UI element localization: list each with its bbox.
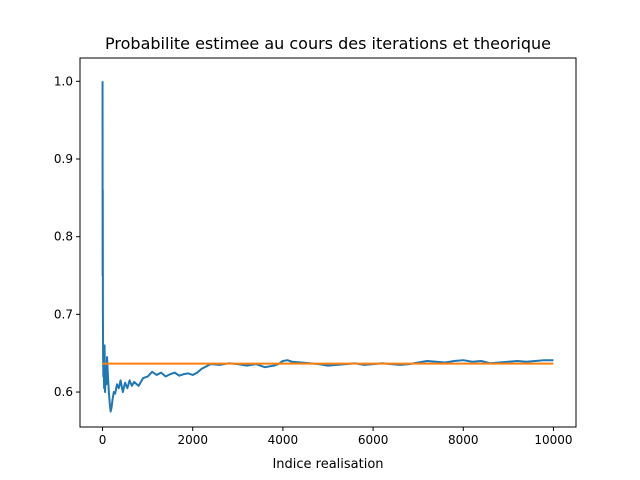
y-tick-label: 1.0 <box>54 74 73 88</box>
series-line-estimated <box>101 81 554 413</box>
series-layer <box>101 81 554 413</box>
x-tick-label: 6000 <box>358 433 389 447</box>
y-tick-label: 0.6 <box>54 385 73 399</box>
x-axis: 0 2000 4000 6000 8000 10000 <box>99 427 573 447</box>
y-tick-label: 0.8 <box>54 230 73 244</box>
y-tick-label: 0.7 <box>54 307 73 321</box>
y-axis: 0.6 0.7 0.8 0.9 1.0 <box>54 74 80 399</box>
plot-frame <box>79 57 577 428</box>
y-tick-label: 0.9 <box>54 152 73 166</box>
x-tick-label: 4000 <box>268 433 299 447</box>
x-tick-label: 8000 <box>448 433 479 447</box>
x-axis-label: Indice realisation <box>272 457 383 472</box>
x-tick-label: 0 <box>99 433 107 447</box>
x-tick-label: 2000 <box>177 433 208 447</box>
x-tick-label: 10000 <box>534 433 572 447</box>
chart-title: Probabilite estimee au cours des iterati… <box>105 34 551 53</box>
